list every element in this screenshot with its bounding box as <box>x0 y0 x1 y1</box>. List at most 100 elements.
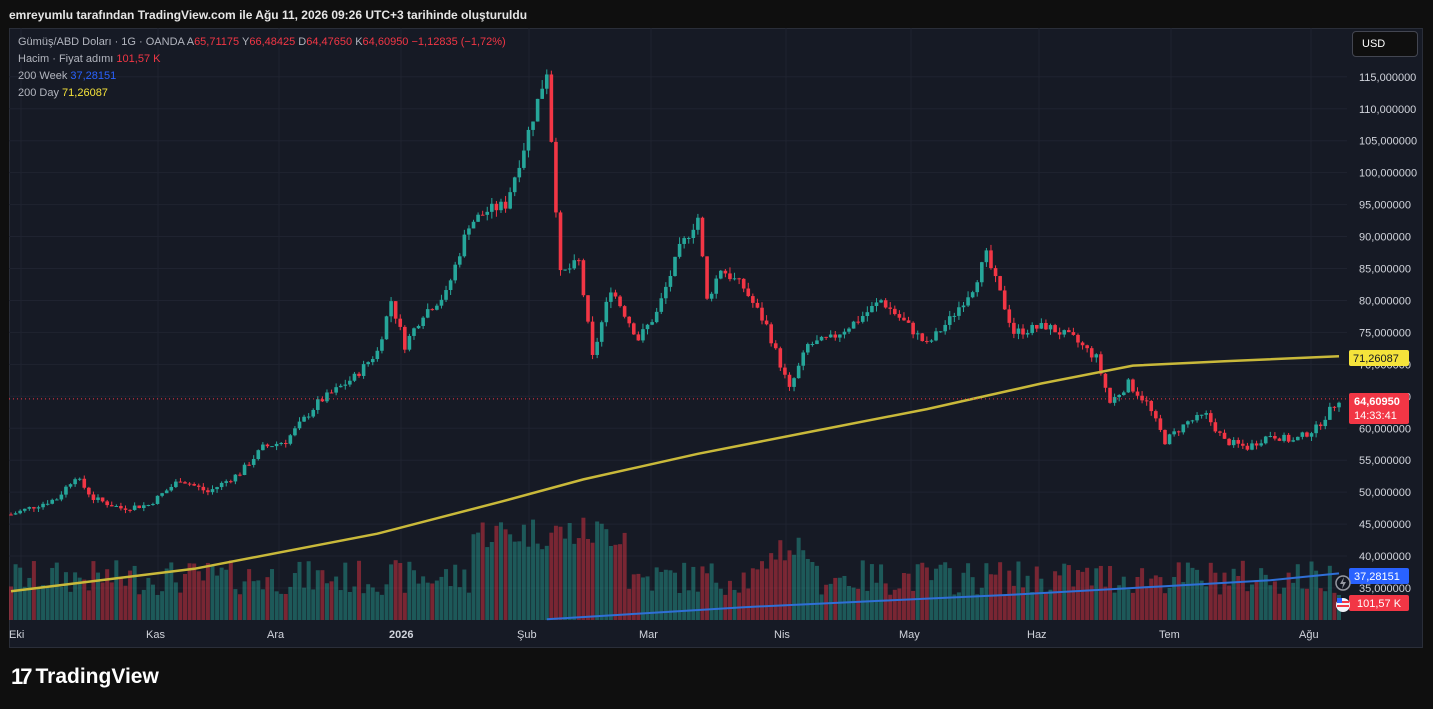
price-tick-label: 100,000000 <box>1359 168 1417 180</box>
volume-bar <box>993 574 998 620</box>
volume-bar <box>512 541 517 620</box>
candle-body <box>746 288 751 297</box>
volume-bar <box>1130 592 1135 620</box>
volume-bar <box>549 532 554 620</box>
volume-bar <box>576 538 581 620</box>
volume-bar <box>324 583 329 620</box>
svg-text:64,60950: 64,60950 <box>1354 396 1400 408</box>
candle-body <box>393 301 398 319</box>
volume-bar <box>63 572 68 620</box>
volume-bar <box>705 573 710 620</box>
candle-body <box>696 217 700 230</box>
candle-body <box>425 309 430 318</box>
volume-bar <box>320 570 325 620</box>
candle-body <box>73 479 77 485</box>
time-tick-label: Ağu <box>1299 629 1319 641</box>
price-tick-label: 85,000000 <box>1359 264 1411 276</box>
volume-bar <box>1327 565 1332 620</box>
candle-body <box>439 299 444 306</box>
ma-day-price-label: 71,26087 <box>1349 350 1409 366</box>
candle-body <box>238 474 242 476</box>
volume-bar <box>856 588 861 620</box>
svg-text:71,26087: 71,26087 <box>1353 353 1399 365</box>
volume-bar <box>984 563 989 620</box>
volume-bar <box>1098 565 1103 620</box>
candle-body <box>1282 434 1286 441</box>
candle-body <box>902 317 906 321</box>
volume-bar <box>45 586 50 620</box>
candle-body <box>361 364 366 376</box>
volume-bar <box>237 594 242 620</box>
volume-bar <box>760 561 765 620</box>
volume-bar <box>1195 569 1200 620</box>
candle-body <box>1236 440 1241 444</box>
time-tick-label: May <box>899 629 920 641</box>
volume-bar <box>1112 592 1117 620</box>
candle-body <box>36 507 41 509</box>
candle-body <box>389 301 393 317</box>
candle-body <box>64 486 68 495</box>
price-chart[interactable]: 35,000000 40,000000 45,000000 50,000000 55,0… <box>9 28 1423 648</box>
candle-body <box>1016 328 1021 334</box>
candle-body <box>595 341 599 355</box>
currency-button[interactable]: USD <box>1352 31 1418 57</box>
candle-body <box>512 177 517 193</box>
candle-body <box>1149 401 1154 412</box>
candle-body <box>563 269 567 271</box>
svg-text:37,28151: 37,28151 <box>1354 571 1400 583</box>
candle-body <box>989 250 993 269</box>
candle-body <box>297 421 302 429</box>
volume-bar <box>1249 584 1254 620</box>
candle-body <box>860 316 865 322</box>
candle-body <box>229 481 233 483</box>
time-tick-label: Kas <box>146 629 165 641</box>
volume-bar <box>860 560 865 620</box>
candle-body <box>503 201 508 209</box>
candle-body <box>279 443 283 445</box>
candle-body <box>773 343 778 349</box>
volume-bar <box>256 580 261 620</box>
candle-body <box>1323 419 1328 427</box>
volume-bar <box>315 570 320 620</box>
volume-bar <box>41 585 46 620</box>
volume-bar <box>398 563 403 620</box>
volume-bar <box>654 567 659 620</box>
candle-body <box>435 305 439 310</box>
candle-body <box>1071 332 1076 335</box>
volume-bar <box>966 563 971 620</box>
volume-bar <box>389 564 394 620</box>
volume-bar <box>1153 575 1158 620</box>
candle-body <box>164 490 169 494</box>
candle-body <box>1222 432 1227 439</box>
volume-bar <box>947 568 952 620</box>
volume-bar <box>54 562 59 620</box>
volume-bar <box>187 563 192 620</box>
candle-body <box>1337 402 1341 408</box>
candle-body <box>856 321 860 323</box>
candle-body <box>251 459 256 465</box>
candle-body <box>531 121 535 130</box>
chart-panel[interactable] <box>9 28 1423 648</box>
volume-bar <box>283 593 288 620</box>
volume-bar <box>883 583 888 620</box>
candle-body <box>645 324 650 330</box>
candle-body <box>664 286 668 299</box>
volume-bar <box>183 573 188 620</box>
volume-bar <box>150 584 155 620</box>
candle-body <box>13 513 18 515</box>
volume-bar <box>901 573 906 620</box>
candle-body <box>925 341 929 343</box>
candle-body <box>357 373 361 376</box>
price-tick-label: 55,000000 <box>1359 455 1411 467</box>
volume-bar <box>1268 585 1273 620</box>
alert-icon[interactable] <box>1335 575 1351 591</box>
candle-body <box>41 503 45 508</box>
candle-body <box>622 306 627 317</box>
candle-body <box>1227 438 1231 446</box>
volume-bar <box>531 519 536 620</box>
change-value: −1,12835 (−1,72%) <box>411 36 506 48</box>
candle-body <box>1080 342 1085 346</box>
volume-bar <box>302 587 307 620</box>
volume-bar <box>503 529 508 620</box>
volume-bar <box>421 576 426 620</box>
